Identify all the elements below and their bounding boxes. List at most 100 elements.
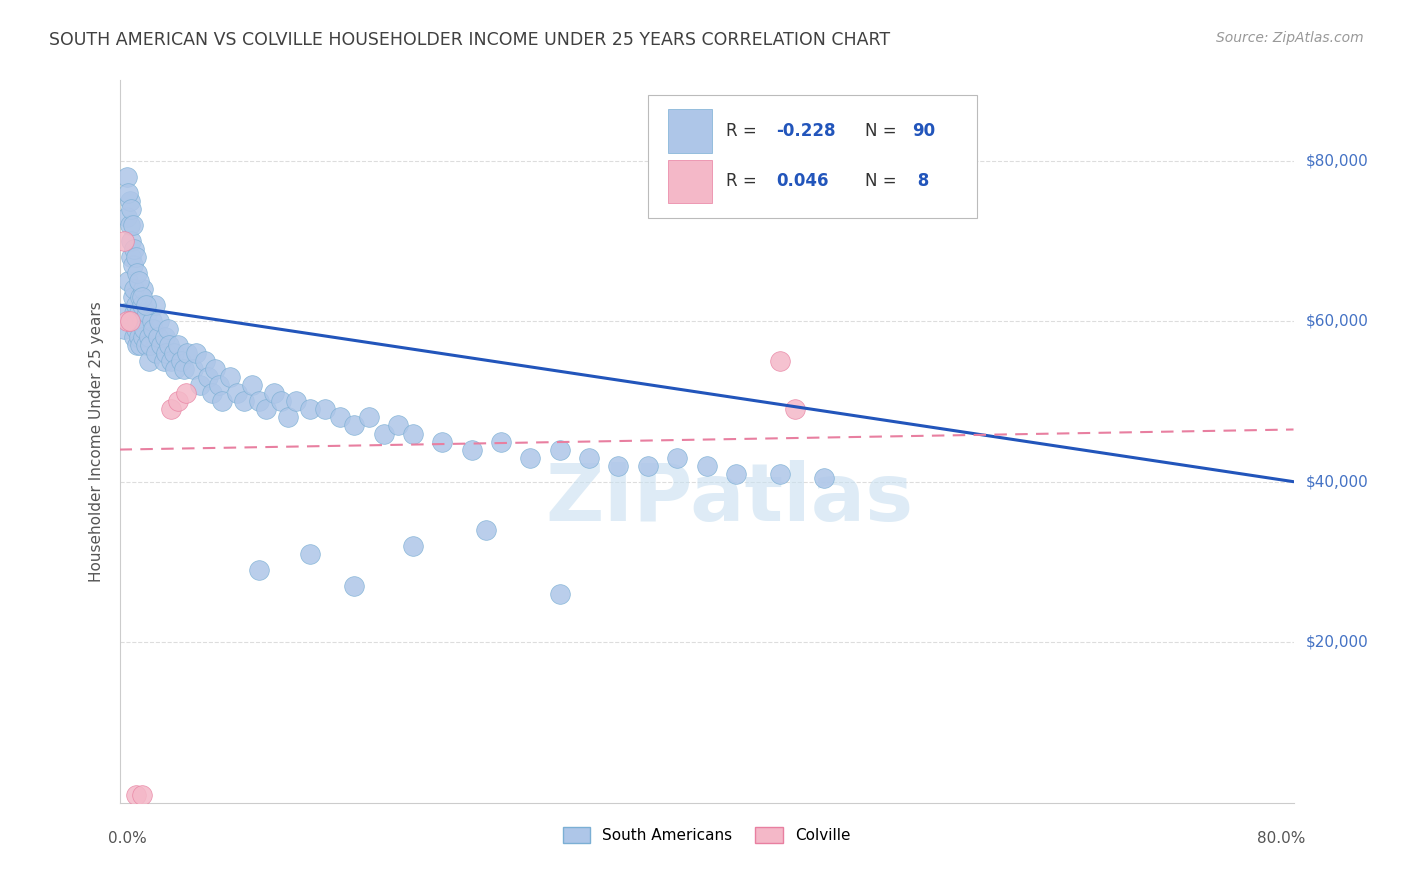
Text: $20,000: $20,000 <box>1305 635 1368 649</box>
Point <box>402 426 425 441</box>
Y-axis label: Householder Income Under 25 years: Householder Income Under 25 years <box>89 301 104 582</box>
Point <box>163 346 186 360</box>
Point <box>167 394 190 409</box>
Point <box>135 338 157 352</box>
Point <box>131 290 153 304</box>
Point <box>120 250 142 264</box>
Point <box>117 186 139 200</box>
Text: Source: ZipAtlas.com: Source: ZipAtlas.com <box>1216 31 1364 45</box>
Point <box>813 470 835 484</box>
Point <box>402 539 425 553</box>
Point <box>519 450 541 465</box>
Point <box>637 458 659 473</box>
Point <box>548 587 571 601</box>
Point <box>127 314 149 328</box>
Legend: South Americans, Colville: South Americans, Colville <box>557 822 856 849</box>
Point <box>127 338 149 352</box>
Point <box>263 386 285 401</box>
Text: SOUTH AMERICAN VS COLVILLE HOUSEHOLDER INCOME UNDER 25 YEARS CORRELATION CHART: SOUTH AMERICAN VS COLVILLE HOUSEHOLDER I… <box>49 31 890 49</box>
Point <box>357 410 380 425</box>
Text: R =: R = <box>727 122 762 140</box>
Point <box>769 354 792 368</box>
Point <box>724 467 747 481</box>
Text: 0.046: 0.046 <box>776 172 828 190</box>
Text: 0.0%: 0.0% <box>108 830 146 846</box>
Text: $80,000: $80,000 <box>1305 153 1368 168</box>
Point <box>299 547 322 561</box>
Point <box>134 322 156 336</box>
Point <box>181 362 204 376</box>
Point <box>475 523 498 537</box>
Point <box>247 563 270 577</box>
Point <box>548 442 571 457</box>
Point <box>145 346 167 360</box>
Text: -0.228: -0.228 <box>776 122 835 140</box>
Point <box>254 402 277 417</box>
Point <box>233 394 256 409</box>
Point <box>121 290 143 304</box>
Point <box>270 394 292 409</box>
Point <box>131 314 153 328</box>
Text: $60,000: $60,000 <box>1305 314 1368 328</box>
Text: 90: 90 <box>912 122 935 140</box>
Text: R =: R = <box>727 172 762 190</box>
Point <box>696 458 718 473</box>
Point <box>197 370 219 384</box>
Point <box>387 418 409 433</box>
Point <box>489 434 512 449</box>
Point <box>204 362 226 376</box>
Point <box>127 266 149 280</box>
Point <box>176 346 198 360</box>
Point <box>211 394 233 409</box>
Point <box>277 410 299 425</box>
Point <box>122 282 145 296</box>
Point <box>167 338 190 352</box>
Point <box>329 410 352 425</box>
Point <box>666 450 689 465</box>
Point <box>124 250 146 264</box>
Point <box>373 426 395 441</box>
Point <box>146 330 169 344</box>
Text: N =: N = <box>865 172 901 190</box>
Point <box>138 354 160 368</box>
Point <box>188 378 211 392</box>
Point <box>141 314 163 328</box>
Point <box>132 282 155 296</box>
Point <box>120 202 142 216</box>
Point <box>153 330 176 344</box>
Point <box>138 330 160 344</box>
Point <box>156 322 179 336</box>
Point <box>460 442 484 457</box>
Point <box>122 330 145 344</box>
Point <box>769 467 792 481</box>
Point <box>129 338 152 352</box>
Point <box>143 298 166 312</box>
Text: 8: 8 <box>912 172 929 190</box>
Point <box>299 402 322 417</box>
Point <box>135 298 157 312</box>
Point <box>115 314 138 328</box>
Point <box>118 218 141 232</box>
Point <box>173 362 195 376</box>
Point <box>432 434 454 449</box>
Point <box>129 290 152 304</box>
Point <box>118 194 141 208</box>
Point <box>247 394 270 409</box>
Point <box>194 354 217 368</box>
Point <box>170 354 193 368</box>
FancyBboxPatch shape <box>648 95 977 218</box>
Point <box>184 346 207 360</box>
Point <box>157 338 180 352</box>
Point <box>131 788 153 802</box>
Point <box>155 346 177 360</box>
Point <box>128 274 150 288</box>
Point <box>122 242 145 256</box>
Point <box>124 788 146 802</box>
Point <box>343 418 366 433</box>
Point <box>607 458 630 473</box>
Point <box>112 234 135 248</box>
Point <box>149 338 172 352</box>
Point <box>132 330 155 344</box>
Point <box>136 306 159 320</box>
Point <box>152 354 174 368</box>
